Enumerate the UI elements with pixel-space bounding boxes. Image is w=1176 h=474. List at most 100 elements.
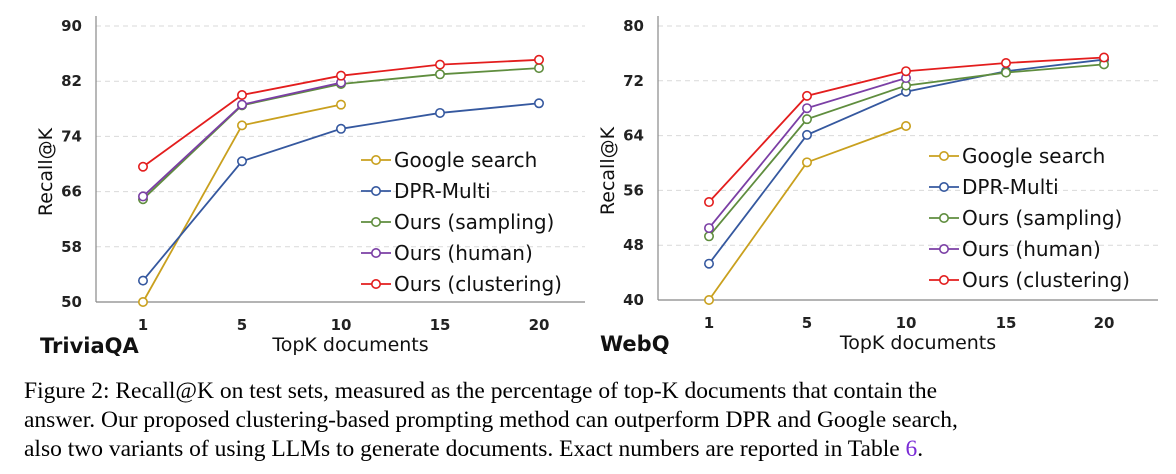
legend-swatch-marker [938, 274, 949, 285]
data-point [533, 54, 544, 65]
data-point [237, 156, 248, 167]
data-point [335, 99, 346, 110]
legend-swatch-marker [370, 248, 381, 259]
data-point [900, 66, 911, 77]
data-point [801, 103, 812, 114]
legend-item-google-search: Google search [361, 148, 537, 172]
table-reference-link[interactable]: 6 [905, 436, 918, 462]
legend-item-ours-human: Ours (human) [361, 241, 533, 265]
y-tick-label: 56 [623, 181, 644, 199]
data-point [138, 296, 149, 307]
legend: Google search DPR-Multi Ours (sampling) Our… [361, 148, 562, 296]
data-point [237, 99, 248, 110]
y-axis-title: Recall@K [597, 126, 619, 215]
y-tick-label: 82 [61, 72, 82, 90]
x-tick-label: 20 [529, 316, 550, 334]
dataset-label: TriviaQA [40, 334, 139, 358]
x-tick-label: 15 [996, 314, 1017, 332]
legend-label: Ours (clustering) [962, 268, 1130, 292]
y-tick-label: 90 [61, 17, 82, 35]
series-google-search [138, 99, 346, 307]
figure-caption: Figure 2: Recall@K on test sets, measure… [24, 377, 1172, 464]
caption-line-3-text: also two variants of using LLMs to gener… [24, 436, 906, 462]
y-tick-label: 64 [623, 127, 644, 145]
data-point [801, 90, 812, 101]
legend-item-dpr-multi: DPR-Multi [929, 175, 1059, 199]
series-ours-clustering [138, 54, 544, 172]
x-tick-label: 10 [896, 314, 917, 332]
x-tick-label: 1 [704, 314, 714, 332]
data-point [703, 231, 714, 242]
legend-item-google-search: Google search [929, 144, 1105, 168]
data-point [533, 98, 544, 109]
x-tick-label: 15 [430, 316, 451, 334]
x-tick-label: 5 [802, 314, 812, 332]
data-point [138, 191, 149, 202]
series-ours-human [138, 77, 346, 202]
caption-line-3-end: . [917, 436, 924, 462]
data-point [434, 69, 445, 80]
series-ours-clustering [703, 52, 1110, 208]
legend-label: DPR-Multi [394, 179, 491, 203]
data-point [801, 157, 812, 168]
dataset-label: WebQ [600, 332, 670, 356]
data-point [237, 120, 248, 131]
legend: Google search DPR-Multi Ours (sampling) Our… [929, 144, 1130, 292]
x-tick-label: 20 [1094, 314, 1115, 332]
caption-line-1: Figure 2: Recall@K on test sets, measure… [24, 378, 938, 404]
legend-label: Ours (sampling) [394, 210, 554, 234]
legend-swatch-marker [370, 278, 381, 289]
y-tick-label: 80 [623, 17, 644, 35]
y-tick-label: 66 [61, 183, 82, 201]
data-point [138, 161, 149, 172]
y-tick-label: 72 [623, 72, 644, 90]
legend-item-ours-clustering: Ours (clustering) [929, 268, 1130, 292]
y-tick-label: 74 [61, 127, 82, 145]
legend-item-ours-sampling: Ours (sampling) [929, 206, 1122, 230]
data-point [434, 59, 445, 70]
caption-line-2: answer. Our proposed clustering-based pr… [24, 407, 958, 433]
y-tick-label: 40 [623, 291, 644, 309]
legend-item-dpr-multi: DPR-Multi [361, 179, 491, 203]
y-tick-label: 48 [623, 236, 644, 254]
legend-label: Ours (clustering) [394, 272, 562, 296]
legend-swatch-marker [370, 217, 381, 228]
series-dpr-multi [138, 98, 544, 286]
legend-label: Ours (sampling) [962, 206, 1122, 230]
legend-swatch-marker [938, 151, 949, 162]
legend-label: Ours (human) [394, 241, 533, 265]
legend-label: Google search [394, 148, 537, 172]
data-point [335, 123, 346, 134]
legend-swatch-marker [370, 186, 381, 197]
data-point [900, 121, 911, 132]
series-line [708, 125, 907, 301]
caption-line-3: also two variants of using LLMs to gener… [24, 435, 1172, 464]
y-axis-title: Recall@K [35, 127, 57, 216]
legend-item-ours-clustering: Ours (clustering) [361, 272, 562, 296]
legend-label: Google search [962, 144, 1105, 168]
data-point [703, 258, 714, 269]
legend-swatch-marker [370, 155, 381, 166]
data-point [533, 63, 544, 74]
data-point [703, 223, 714, 234]
data-point [237, 90, 248, 101]
legend-swatch-marker [938, 244, 949, 255]
legend-swatch-marker [938, 182, 949, 193]
data-point [1000, 57, 1011, 68]
data-point [801, 114, 812, 125]
y-tick-label: 58 [61, 238, 82, 256]
data-point [335, 70, 346, 81]
series-ours-human [703, 73, 911, 234]
series-line [142, 103, 342, 303]
data-point [801, 129, 812, 140]
data-point [138, 275, 149, 286]
legend-item-ours-human: Ours (human) [929, 237, 1101, 261]
data-point [1099, 52, 1110, 63]
series-google-search [703, 121, 911, 305]
legend-item-ours-sampling: Ours (sampling) [361, 210, 554, 234]
x-axis-title: TopK documents [271, 334, 428, 356]
data-point [1000, 67, 1011, 78]
